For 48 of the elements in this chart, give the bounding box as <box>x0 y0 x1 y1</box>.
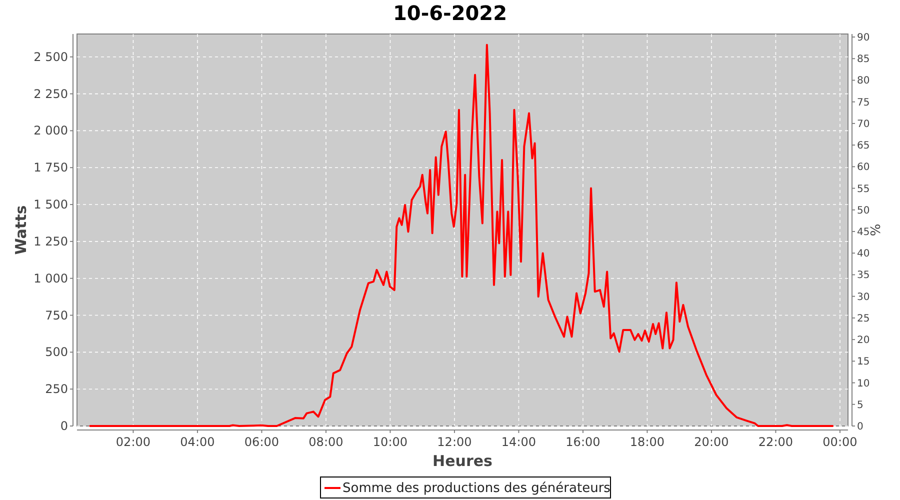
y-tick-label: 250 <box>45 382 68 396</box>
y2-tick-label: 60 <box>857 162 870 174</box>
x-tick-label: 16:00 <box>566 435 600 449</box>
y2-tick-label: 20 <box>857 335 870 346</box>
y2-axis-title: % <box>869 224 884 236</box>
y-tick-label: 1 250 <box>34 234 68 248</box>
y2-tick-label: 85 <box>857 54 870 66</box>
y2-tick-label: 50 <box>857 205 870 216</box>
x-tick-label: 12:00 <box>437 435 472 449</box>
y2-tick-label: 75 <box>857 97 870 108</box>
y2-tick-label: 25 <box>857 313 870 324</box>
y2-tick-label: 15 <box>857 356 870 368</box>
chart-title: 10-6-2022 <box>392 1 508 25</box>
x-tick-label: 10:00 <box>372 435 408 449</box>
y2-tick-label: 10 <box>857 378 870 390</box>
y2-tick-label: 80 <box>857 76 870 87</box>
x-tick-label: 08:00 <box>308 435 344 449</box>
y2-tick-label: 5 <box>857 400 864 411</box>
x-tick-label: 02:00 <box>116 435 151 449</box>
y-tick-label: 0 <box>60 419 68 433</box>
x-axis-title: Heures <box>432 452 493 470</box>
y2-tick-label: 65 <box>857 140 870 152</box>
y2-tick-label: 90 <box>857 32 870 44</box>
line-series <box>89 44 834 427</box>
y2-tick-label: 45 <box>857 227 870 238</box>
y-tick-label: 1 750 <box>34 160 68 175</box>
x-tick-label: 04:00 <box>180 435 215 449</box>
y-tick-label: 2 000 <box>34 124 68 138</box>
y-tick-label: 2 500 <box>34 50 68 64</box>
y2-tick-label: 55 <box>857 184 870 195</box>
y2-tick-label: 70 <box>857 118 870 130</box>
x-tick-label: 14:00 <box>501 435 536 449</box>
legend-label: Somme des productions des générateurs <box>342 481 611 496</box>
y2-tick-label: 30 <box>857 292 870 303</box>
x-tick-label: 18:00 <box>630 435 665 449</box>
x-tick-label: 06:00 <box>244 435 280 449</box>
y-tick-label: 1 500 <box>34 198 68 212</box>
y2-tick-label: 0 <box>857 422 864 432</box>
y2-tick-label: 40 <box>857 248 870 260</box>
y-tick-label: 1 000 <box>34 271 68 286</box>
y-tick-label: 750 <box>45 308 68 322</box>
y-tick-label: 500 <box>45 345 68 360</box>
x-tick-label: 00:00 <box>822 435 858 449</box>
x-tick-label: 22:00 <box>758 435 794 449</box>
y2-tick-label: 35 <box>857 270 870 282</box>
x-tick-label: 20:00 <box>694 435 729 449</box>
y-tick-label: 2 250 <box>34 86 68 101</box>
y-axis-title: Watts <box>12 205 30 255</box>
